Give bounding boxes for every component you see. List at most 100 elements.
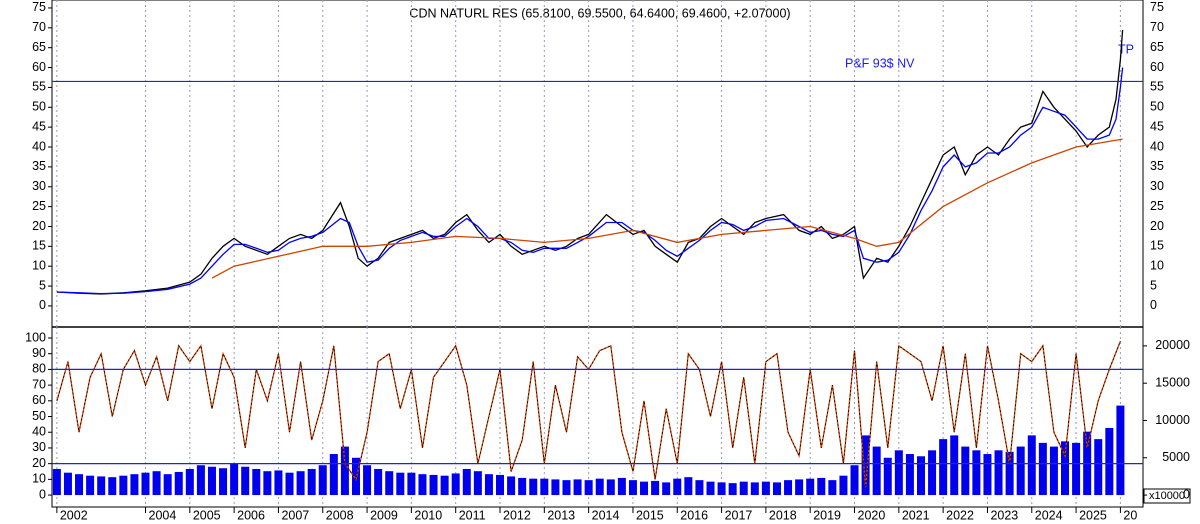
volume-bar — [163, 474, 172, 496]
volume-bar — [640, 481, 649, 496]
volume-bar — [152, 471, 161, 496]
volume-bar — [252, 468, 261, 496]
x-tick-label: 2013 — [547, 508, 575, 522]
y-tick-label: 50 — [1150, 100, 1164, 114]
volume-bar — [97, 476, 106, 496]
y2-tick-label: 15000 — [1155, 375, 1190, 389]
y-tick-label: 75 — [32, 0, 46, 14]
x-tick-label: 2019 — [813, 508, 841, 522]
volume-bar — [551, 479, 560, 496]
volume-bar — [717, 482, 726, 496]
volume-bar — [651, 480, 660, 496]
volume-bar — [329, 454, 338, 496]
volume-bar — [230, 463, 239, 496]
volume-bar — [429, 474, 438, 496]
volume-bar — [219, 468, 228, 496]
unit-box — [1143, 488, 1191, 504]
volume-bar — [628, 480, 637, 496]
volume-bar — [185, 468, 194, 496]
x-tick-label: 2020 — [858, 508, 886, 522]
x-tick-label: 2004 — [149, 508, 177, 522]
volume-bar — [507, 476, 516, 496]
y-tick-label: 45 — [32, 119, 46, 133]
volume-bar — [130, 474, 139, 496]
y-tick-label: 45 — [1150, 119, 1164, 133]
volume-bar — [1005, 451, 1014, 496]
volume-bar — [484, 474, 493, 496]
volume-bar — [296, 471, 305, 496]
x-tick-label: 2011 — [459, 508, 486, 522]
volume-bar — [695, 480, 704, 496]
x-tick-label: 20 — [1123, 508, 1137, 522]
volume-bar — [828, 480, 837, 496]
y-tick-label: 30 — [1150, 179, 1164, 193]
y-tick-label: 80 — [32, 362, 46, 376]
series-line — [56, 29, 1124, 295]
volume-bar — [761, 481, 770, 496]
series-line — [211, 138, 1123, 279]
volume-bar — [850, 465, 859, 496]
x-tick-label: 2006 — [237, 508, 265, 522]
y-tick-label: 10 — [1150, 259, 1164, 273]
y-tick-label: 55 — [32, 80, 46, 94]
volume-bar — [928, 450, 937, 496]
x-tick-label: 2007 — [281, 508, 309, 522]
volume-bar — [916, 456, 925, 496]
volume-bar — [307, 468, 316, 496]
y-tick-label: 10 — [32, 472, 46, 486]
y-tick-label: 20 — [32, 456, 46, 470]
x-tick-label: 2017 — [725, 508, 753, 522]
y-tick-label: 10 — [32, 259, 46, 273]
volume-bar — [673, 478, 682, 496]
volume-bar — [1061, 441, 1070, 496]
x-tick-label: 2024 — [1035, 508, 1063, 522]
volume-bar — [950, 435, 959, 496]
y-tick-label: 70 — [1150, 20, 1164, 34]
x-tick-label: 2012 — [503, 508, 531, 522]
volume-bar — [241, 466, 250, 496]
x-tick-label: 2002 — [60, 508, 88, 522]
volume-bar — [662, 482, 671, 496]
y-tick-label: 20 — [1150, 219, 1164, 233]
volume-bar — [52, 468, 61, 496]
y-tick-label: 50 — [32, 409, 46, 423]
volume-bar — [285, 472, 294, 496]
volume-bar — [462, 468, 471, 496]
x-tick-label: 2008 — [326, 508, 354, 522]
x-tick-label: 2005 — [193, 508, 221, 522]
x-tick-label: 2021 — [902, 508, 930, 522]
volume-bar — [363, 465, 372, 496]
x-tick-label: 2025 — [1079, 508, 1107, 522]
y-tick-label: 40 — [32, 425, 46, 439]
volume-bar — [340, 446, 349, 496]
volume-bar — [496, 474, 505, 496]
y-tick-label: 90 — [32, 346, 46, 360]
volume-bar — [451, 473, 460, 496]
volume-bar — [1116, 405, 1125, 496]
x-tick-label: 2009 — [370, 508, 398, 522]
volume-bar — [617, 477, 626, 496]
y-tick-label: 40 — [32, 139, 46, 153]
y-tick-label: 20 — [32, 219, 46, 233]
volume-bar — [207, 466, 216, 496]
volume-bar — [817, 477, 826, 496]
y2-tick-label: 0 — [1183, 487, 1190, 501]
volume-bar — [883, 457, 892, 496]
volume-bar — [108, 477, 117, 496]
x-tick-label: 2018 — [769, 508, 797, 522]
y-tick-label: 25 — [1150, 199, 1164, 213]
volume-bar — [529, 478, 538, 496]
volume-bar — [63, 472, 72, 496]
volume-bar — [1038, 442, 1047, 496]
y2-tick-label: 10000 — [1155, 413, 1190, 427]
annotation: P&F 93$ NV — [845, 56, 915, 70]
y-tick-label: 60 — [32, 393, 46, 407]
volume-bar — [86, 475, 95, 496]
volume-bar — [684, 477, 693, 496]
volume-bar — [1016, 446, 1025, 496]
volume-bar — [518, 477, 527, 496]
volume-bar — [418, 474, 427, 496]
volume-bar — [1105, 427, 1114, 496]
y2-tick-label: 20000 — [1155, 338, 1190, 352]
